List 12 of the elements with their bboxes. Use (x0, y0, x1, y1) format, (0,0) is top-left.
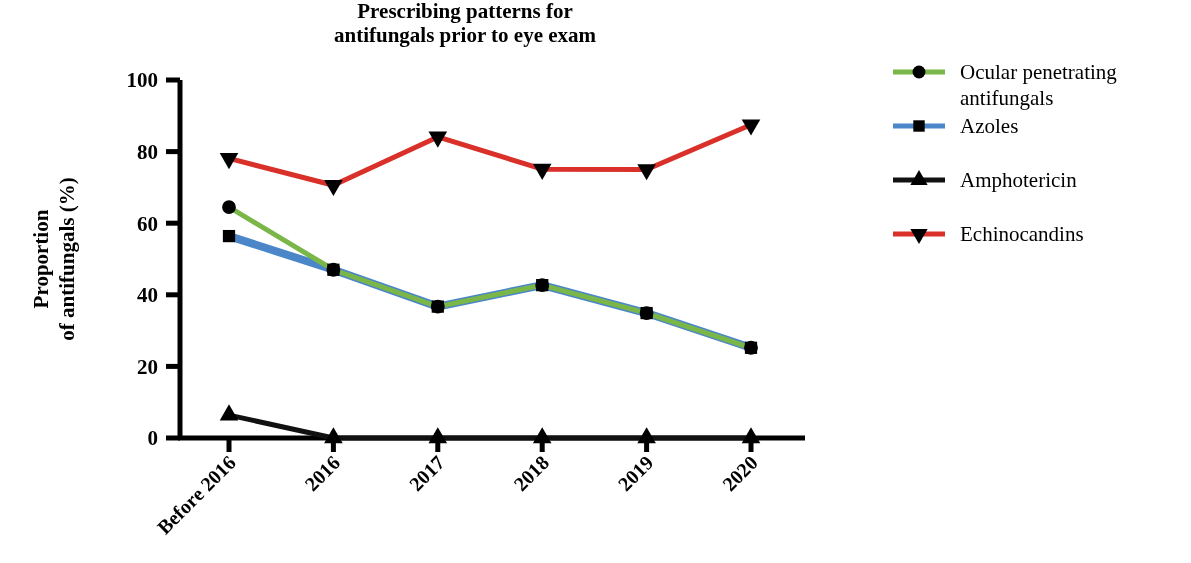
legend-label: Echinocandins (960, 222, 1084, 247)
legend-label: Azoles (960, 114, 1019, 139)
y-tick-label: 100 (126, 68, 158, 93)
legend-label: Amphotericin (960, 168, 1078, 193)
y-tick-label: 20 (137, 354, 158, 379)
y-tick-label: 40 (137, 283, 158, 308)
y-tick-label: 0 (147, 426, 158, 451)
chart-title: Prescribing patterns for antifungals prior to eye exam (333, 0, 597, 47)
y-axis-title: Proportion of antifungals (%) (29, 177, 79, 341)
legend-label: Ocular penetrating antifungals (960, 60, 1118, 111)
y-tick-label: 80 (137, 139, 158, 164)
y-tick-label: 60 (137, 211, 158, 236)
